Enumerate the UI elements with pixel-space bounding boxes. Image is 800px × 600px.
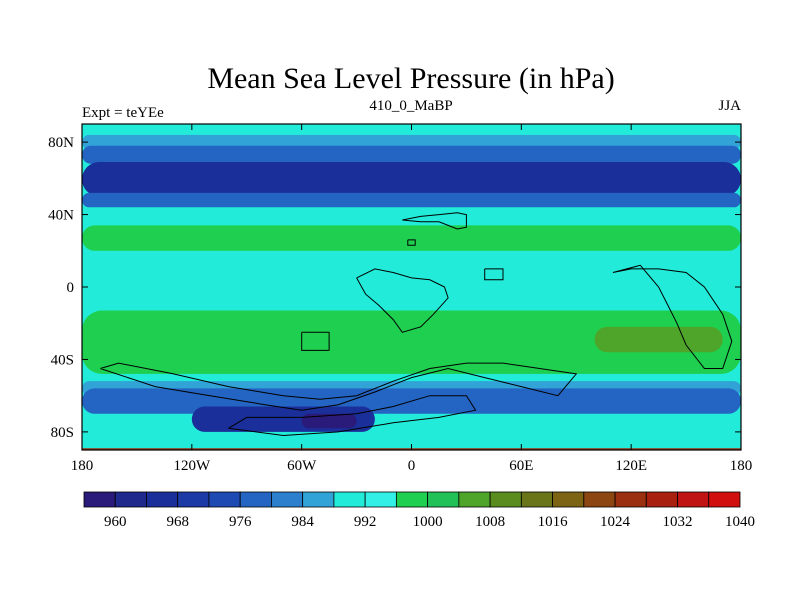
y-tick-label: 0: [67, 280, 75, 296]
colorbar-box: [645, 491, 678, 508]
colorbar-box: [677, 491, 710, 508]
subtitle-left: Expt = teYEe: [82, 105, 164, 121]
y-axis: 80N 40N 0 40S 80S: [48, 135, 741, 441]
field-band-north-band-3: [82, 162, 741, 197]
y-tick-label: 40N: [48, 208, 74, 224]
field-band-north-band-2: [82, 145, 741, 164]
colorbar-box: [302, 491, 335, 508]
colorbar-box: [239, 491, 272, 508]
x-axis: 180 120W 60W 0 60E 120E 180: [71, 124, 753, 474]
subtitle-right: JJA: [718, 98, 741, 114]
coastline-2: [612, 264, 733, 369]
field-band-southern-high: [594, 326, 723, 353]
coastline-5: [301, 331, 330, 351]
y-tick-label: 40S: [51, 352, 74, 368]
colorbar-label: 976: [229, 514, 252, 530]
colorbar: 960 968 976 984 992 1000 1008 1016 1024 1032 1040: [83, 491, 755, 530]
x-tick-label: 60E: [509, 458, 533, 474]
coastline-7: [407, 239, 416, 246]
coastline-layer: [100, 212, 733, 437]
colorbar-label: 968: [166, 514, 189, 530]
coastline-0: [402, 212, 467, 230]
colorbar-box: [458, 491, 491, 508]
y-tick-label: 80S: [51, 425, 74, 441]
colorbar-label: 1008: [475, 514, 505, 530]
field-band-north-green: [82, 225, 741, 251]
coastline-3: [100, 362, 578, 411]
colorbar-label: 960: [104, 514, 127, 530]
coastline-4: [228, 395, 477, 437]
x-tick-label: 60W: [287, 458, 317, 474]
colorbar-label: 1016: [538, 514, 569, 530]
x-tick-label: 120E: [615, 458, 647, 474]
colorbar-box: [364, 491, 397, 508]
x-tick-label: 0: [408, 458, 416, 474]
coastline-1: [356, 268, 449, 333]
colorbar-box: [614, 491, 647, 508]
coastline-6: [484, 268, 504, 281]
colorbar-box: [114, 491, 147, 508]
field-band-north-band-4: [82, 192, 741, 208]
colorbar-label: 1000: [413, 514, 443, 530]
colorbar-label: 992: [354, 514, 377, 530]
colorbar-box: [208, 491, 241, 508]
field-band-south-band-4: [301, 413, 357, 429]
x-tick-label: 180: [71, 458, 94, 474]
colorbar-box: [520, 491, 553, 508]
colorbar-box: [489, 491, 522, 508]
colorbar-label: 984: [291, 514, 314, 530]
colorbar-label: 1040: [725, 514, 755, 530]
colorbar-label: 1024: [600, 514, 631, 530]
colorbar-box: [395, 491, 429, 508]
subtitle-center: 410_0_MaBP: [369, 98, 452, 114]
colorbar-box: [177, 491, 210, 508]
field-band-tropical-green: [82, 310, 741, 374]
y-tick-label: 80N: [48, 135, 74, 151]
colorbar-box: [708, 491, 741, 508]
colorbar-box: [271, 491, 304, 508]
colorbar-box: [552, 491, 585, 508]
colorbar-box: [333, 491, 366, 508]
colorbar-box: [83, 491, 116, 508]
colorbar-box: [146, 491, 179, 508]
x-tick-label: 120W: [173, 458, 211, 474]
x-tick-label: 180: [730, 458, 753, 474]
colorbar-box: [583, 491, 616, 508]
colorbar-box: [427, 491, 460, 508]
colorbar-label: 1032: [663, 514, 693, 530]
chart-title: Mean Sea Level Pressure (in hPa): [207, 62, 614, 95]
